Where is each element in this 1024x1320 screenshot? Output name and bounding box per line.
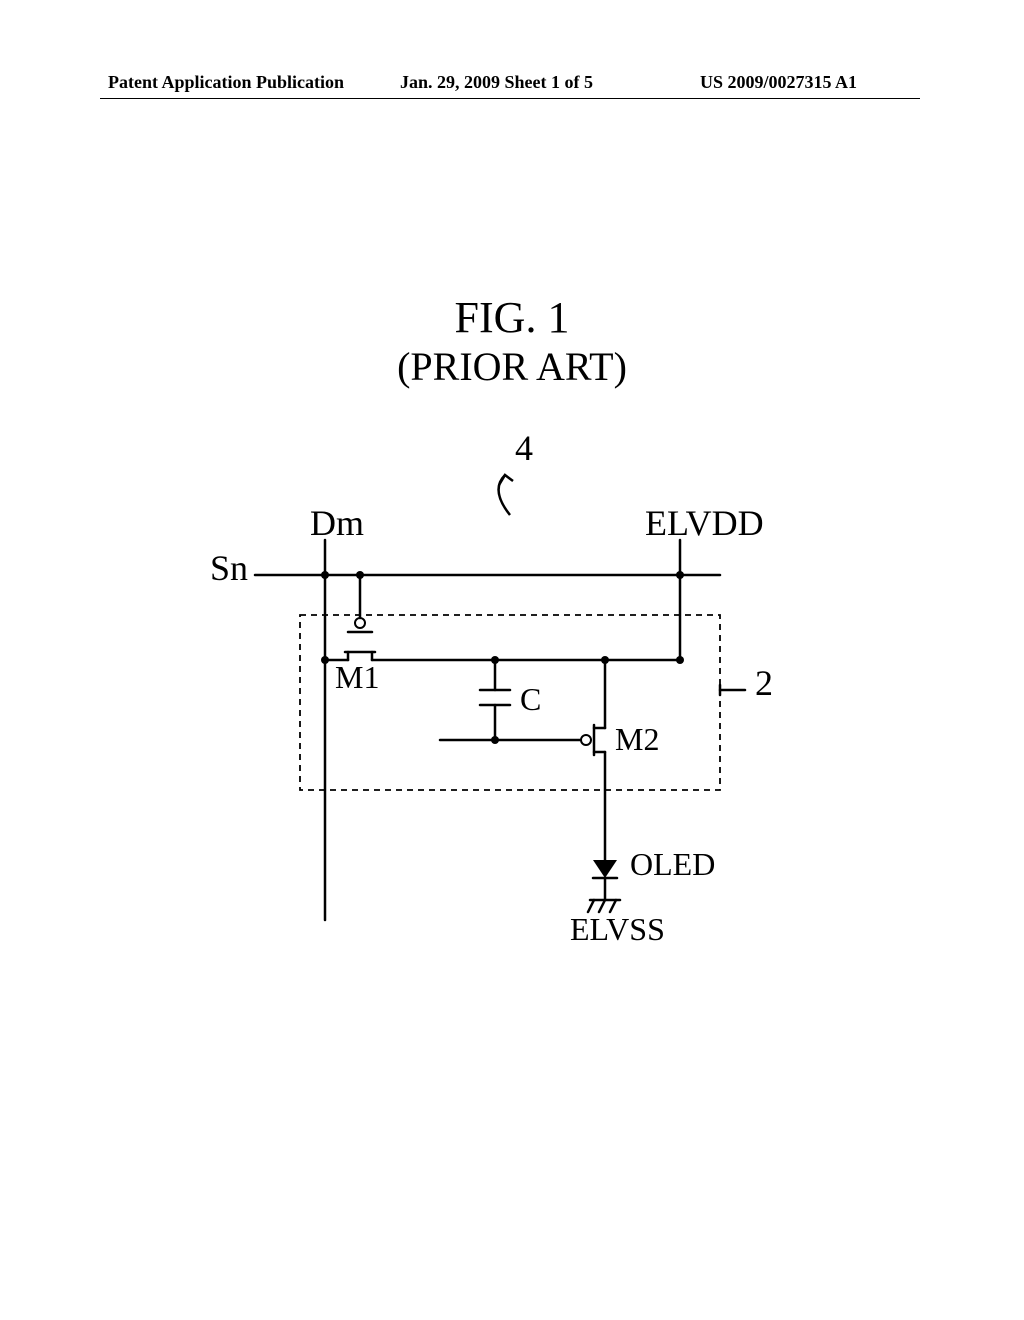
header-center: Jan. 29, 2009 Sheet 1 of 5: [400, 72, 593, 93]
svg-text:4: 4: [515, 428, 533, 468]
svg-text:M2: M2: [615, 721, 659, 757]
schematic-diagram: 4 Dm ELVDD Sn M1 C M2 2 OLED ELVSS: [150, 420, 870, 980]
svg-text:M1: M1: [335, 659, 379, 695]
header-rule: [100, 98, 920, 99]
svg-text:2: 2: [755, 663, 773, 703]
header-right: US 2009/0027315 A1: [700, 72, 857, 93]
svg-text:OLED: OLED: [630, 846, 715, 882]
svg-text:Dm: Dm: [310, 503, 364, 543]
svg-text:ELVDD: ELVDD: [645, 503, 764, 543]
figure-title: FIG. 1 (PRIOR ART): [0, 292, 1024, 390]
svg-text:Sn: Sn: [210, 548, 248, 588]
header-left: Patent Application Publication: [108, 72, 344, 93]
svg-text:ELVSS: ELVSS: [570, 911, 665, 947]
page: Patent Application Publication Jan. 29, …: [0, 0, 1024, 1320]
figure-subtitle: (PRIOR ART): [0, 343, 1024, 390]
figure-number: FIG. 1: [0, 292, 1024, 343]
svg-text:C: C: [520, 681, 541, 717]
